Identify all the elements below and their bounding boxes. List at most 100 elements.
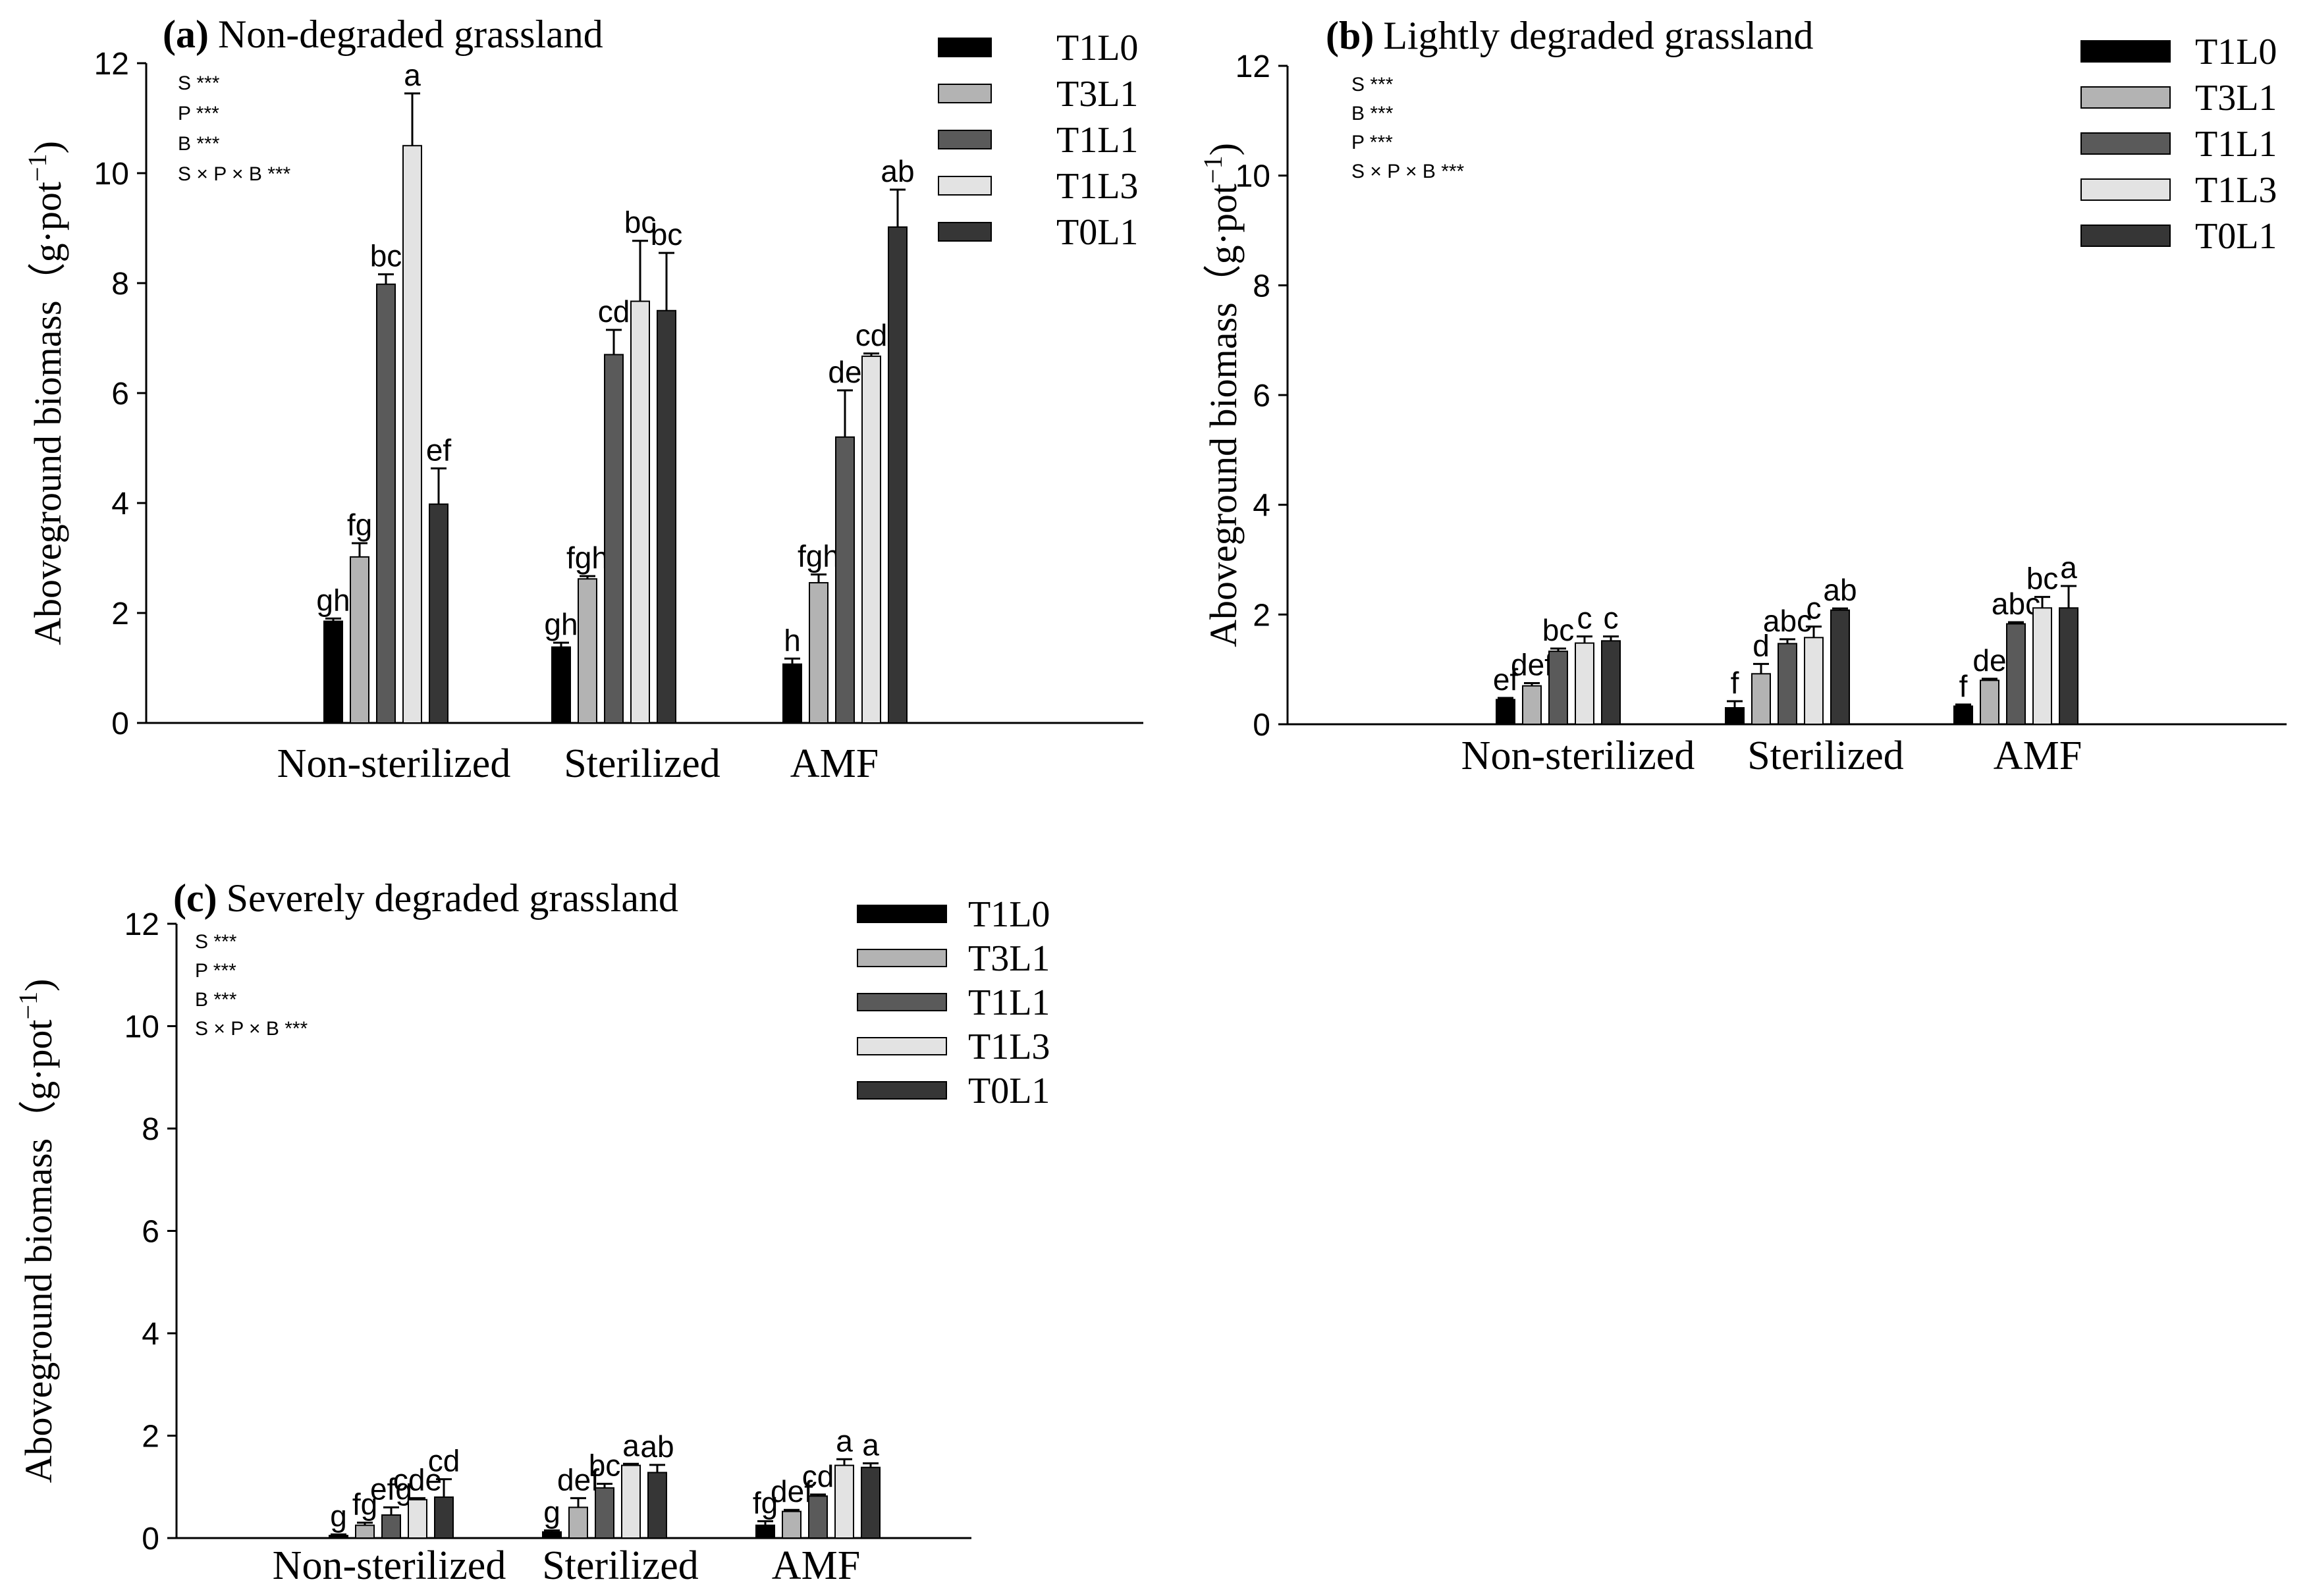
y-tick-label: 0 (111, 706, 129, 741)
significance-letter: abc (1992, 587, 2040, 621)
significance-letter: a (836, 1423, 853, 1458)
significance-letter: gh (544, 607, 578, 641)
y-axis-label-text: Aboveground biomass（g·pot (1202, 184, 1245, 647)
significance-letter: efg (370, 1472, 412, 1506)
y-axis-label-close: ) (17, 979, 60, 992)
legend-swatch-t1l0 (2080, 40, 2171, 63)
legend-label: T0L1 (2195, 216, 2277, 257)
significance-letter: ab (881, 154, 914, 188)
panel-label: (c) (173, 876, 217, 920)
significance-letter: fg (753, 1485, 778, 1520)
legend-label: T1L0 (2195, 32, 2277, 72)
panel-title: (c) Severely degraded grassland (173, 876, 678, 920)
significance-annotation: S × P × B *** (195, 1018, 308, 1040)
legend-swatch-t0l1 (857, 1081, 947, 1100)
bar-t1l0 (1725, 707, 1745, 725)
bar-t1l3 (408, 1499, 427, 1539)
bar-t0l1 (434, 1496, 454, 1539)
y-tick-label: 8 (142, 1112, 159, 1147)
legend-swatch-t1l1 (2080, 132, 2171, 155)
y-tick-label: 8 (111, 267, 129, 302)
legend: T1L0 T3L1 T1L1 T1L3 T0L1 (938, 28, 1138, 253)
significance-letter: fgh (566, 541, 609, 575)
legend-label: T0L1 (968, 1071, 1050, 1111)
bar-t1l3 (1575, 642, 1594, 726)
bar-t3l1 (809, 582, 829, 724)
y-axis-label-text: Aboveground biomass（g·pot (17, 1019, 60, 1483)
significance-letter: fgh (798, 539, 840, 573)
significance-letter: def (771, 1474, 813, 1508)
bar-t0l1 (861, 1466, 881, 1539)
bar-t1l1 (835, 436, 855, 724)
significance-annotation: S *** (178, 72, 220, 94)
legend-label: T3L1 (968, 938, 1050, 979)
significance-letter: bc (651, 217, 683, 252)
significance-letter: f (1731, 666, 1739, 700)
significance-letter: a (622, 1428, 639, 1462)
y-tick-label: 6 (142, 1215, 159, 1250)
significance-letter: cd (428, 1444, 460, 1478)
legend: T1L0 T3L1 T1L1 T1L3 T0L1 (2080, 32, 2277, 257)
bar-t1l1 (604, 354, 624, 724)
bar-t3l1 (1980, 679, 1999, 726)
bar-t1l1 (381, 1514, 401, 1539)
significance-annotation: B *** (178, 133, 220, 155)
bar-t1l3 (621, 1464, 641, 1539)
bar-t1l0 (755, 1524, 775, 1539)
significance-letter: ef (426, 433, 452, 467)
legend-swatch-t1l3 (2080, 178, 2171, 201)
bar-t1l0 (542, 1531, 562, 1539)
bar-t1l3 (630, 300, 650, 724)
significance-annotation: S *** (1351, 74, 1394, 95)
panel-title-text: Severely degraded grassland (227, 876, 678, 920)
significance-letter: fg (347, 508, 372, 542)
bar-t1l0 (1496, 699, 1515, 725)
significance-letter: c (1577, 601, 1592, 635)
y-tick-label: 4 (142, 1317, 159, 1352)
bar-t3l1 (578, 578, 597, 724)
significance-letter: cd (598, 294, 630, 329)
y-tick-label: 12 (94, 47, 129, 82)
legend-swatch-t0l1 (2080, 225, 2171, 247)
y-axis-label-exponent: −1 (22, 153, 52, 182)
legend-swatch-t1l1 (857, 993, 947, 1011)
significance-letter: fg (352, 1487, 377, 1522)
category-label: AMF (790, 741, 879, 786)
y-tick-label: 6 (1253, 379, 1270, 413)
y-tick-label: 2 (1253, 598, 1270, 633)
bar-t1l0 (1953, 705, 1973, 725)
category-label: Sterilized (1747, 733, 1904, 778)
category-label: Non-sterilized (1461, 733, 1695, 778)
significance-letter: cd (856, 318, 888, 352)
panel-1: 0 2 4 6 8 10 12 Aboveground biomass（g·pot−1) (a)… (22, 13, 1143, 786)
bar-t3l1 (355, 1524, 375, 1539)
bar-t1l3 (861, 356, 881, 724)
significance-letter: a (404, 58, 421, 92)
legend-swatch-t3l1 (2080, 86, 2171, 109)
bar-t3l1 (782, 1510, 801, 1539)
significance-letter: c (1806, 591, 1822, 625)
category-label: Sterilized (542, 1543, 699, 1588)
y-tick-label: 8 (1253, 269, 1270, 304)
panel-label: (b) (1326, 14, 1374, 57)
legend-label: T3L1 (1056, 74, 1138, 115)
bar-t1l1 (376, 283, 396, 724)
significance-letter: bc (624, 205, 657, 240)
significance-letter: cd (802, 1459, 834, 1493)
panel-2: 0 2 4 6 8 10 12 Aboveground biomass（g·pot−1) (b)… (1198, 14, 2287, 778)
legend-label: T0L1 (1056, 212, 1138, 253)
significance-annotation: P *** (195, 960, 236, 982)
legend-label: T1L3 (968, 1026, 1050, 1067)
bar-t1l3 (402, 145, 422, 724)
significance-letter: bc (589, 1449, 621, 1483)
significance-letter: bc (1542, 613, 1575, 647)
panel-title-text: Lightly degraded grassland (1383, 14, 1813, 57)
bar-t3l1 (1522, 685, 1542, 725)
y-axis-label-close: ) (26, 141, 69, 153)
y-axis-label-text: Aboveground biomass（g·pot (26, 182, 69, 645)
y-tick-label: 6 (111, 377, 129, 412)
bar-t1l0 (323, 620, 343, 724)
legend-label: T1L0 (1056, 28, 1138, 68)
significance-annotation: S × P × B *** (1351, 161, 1465, 182)
